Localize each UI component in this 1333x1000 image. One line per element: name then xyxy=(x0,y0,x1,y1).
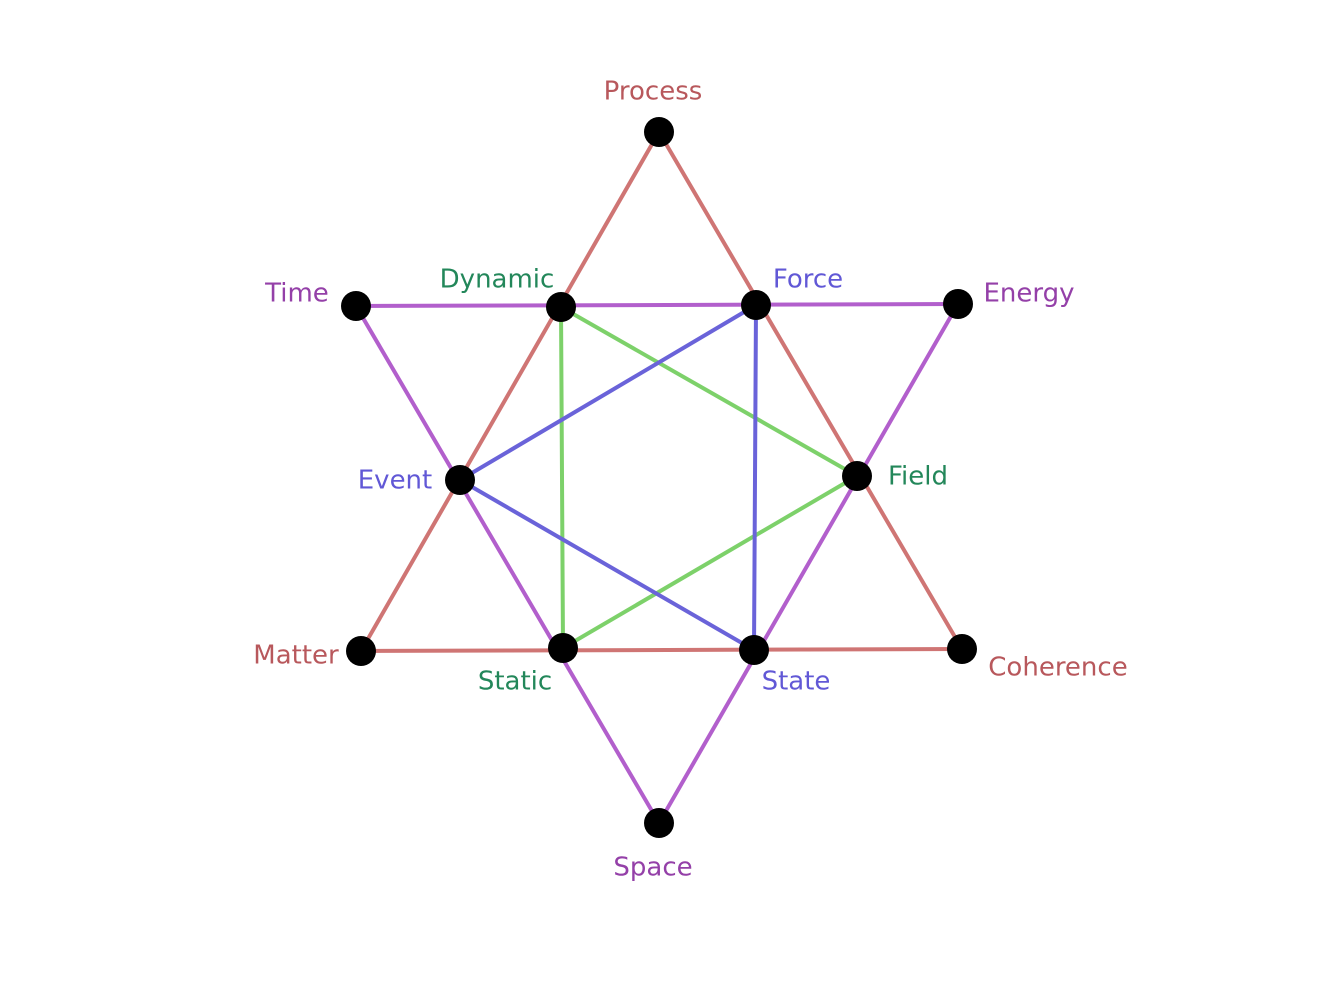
edges-layer xyxy=(354,130,964,825)
blue-triangle-edge-event-force xyxy=(458,303,758,482)
node-static xyxy=(548,633,578,663)
purple-triangle-edge-energy-space xyxy=(657,302,960,825)
label-static: Static xyxy=(478,667,552,697)
green-triangle-edge-field-static xyxy=(561,474,859,650)
green-triangle-edge-static-dynamic xyxy=(559,305,565,650)
label-force: Force xyxy=(773,265,843,295)
node-coherence xyxy=(947,634,977,664)
node-space xyxy=(644,808,674,838)
label-matter: Matter xyxy=(253,641,339,671)
label-event: Event xyxy=(358,466,432,496)
node-process xyxy=(644,117,674,147)
red-triangle-edge-matter-process xyxy=(359,130,661,653)
label-field: Field xyxy=(888,462,948,492)
node-time xyxy=(341,291,371,321)
label-dynamic: Dynamic xyxy=(440,265,555,295)
nodes-layer xyxy=(341,117,977,838)
label-energy: Energy xyxy=(983,279,1074,309)
node-matter xyxy=(346,636,376,666)
purple-triangle-edge-space-time xyxy=(354,304,661,825)
node-dynamic xyxy=(546,292,576,322)
node-state xyxy=(739,635,769,665)
node-force xyxy=(741,290,771,320)
node-field xyxy=(842,461,872,491)
node-event xyxy=(445,465,475,495)
purple-triangle-edge-time-energy xyxy=(354,302,960,308)
label-coherence: Coherence xyxy=(988,653,1127,683)
labels-layer: Process Matter Coherence Time Energy Space Dyn… xyxy=(253,77,1127,883)
label-time: Time xyxy=(264,279,329,309)
label-state: State xyxy=(762,667,831,697)
label-process: Process xyxy=(604,77,703,107)
red-triangle-edge-coherence-matter xyxy=(359,647,964,653)
label-space: Space xyxy=(613,853,692,883)
red-triangle-edge-process-coherence xyxy=(657,130,964,651)
blue-triangle-edge-force-state xyxy=(752,303,758,652)
green-triangle-edge-dynamic-field xyxy=(559,305,859,478)
blue-triangle-edge-state-event xyxy=(458,478,756,652)
node-energy xyxy=(943,289,973,319)
